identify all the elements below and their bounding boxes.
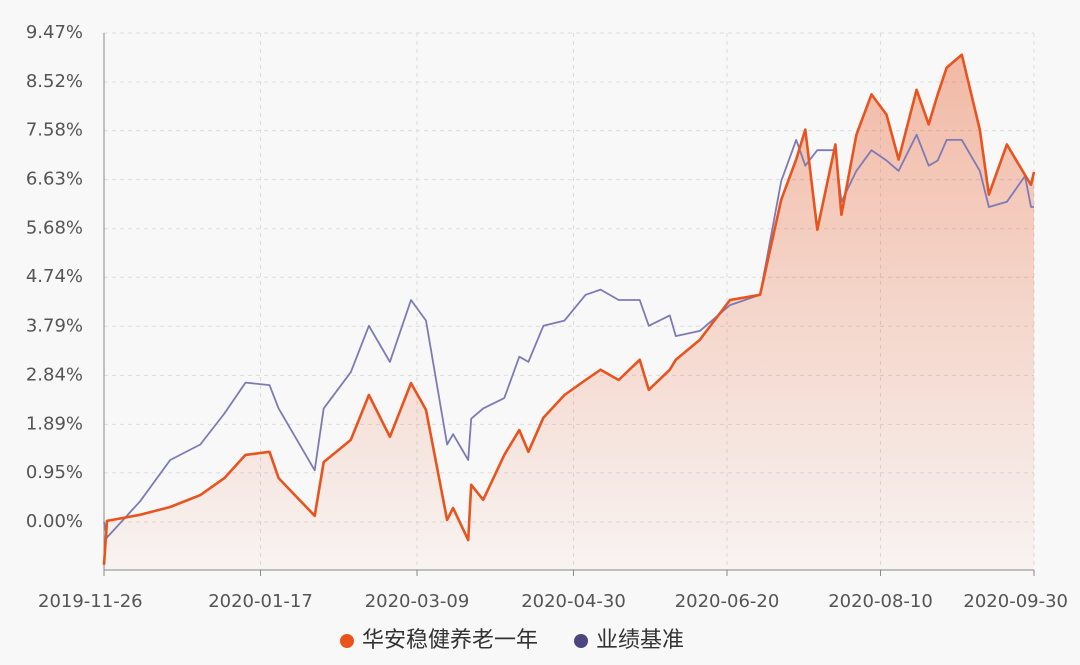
x-tick-label: 2020-06-20 [675,591,780,612]
y-tick-label: 3.79% [26,315,83,336]
area [104,54,1034,570]
y-tick-label: 1.89% [26,413,83,434]
x-tick-label: 2020-01-17 [208,591,313,612]
y-tick-label: 0.95% [26,462,83,483]
y-tick-label: 9.47% [26,22,83,43]
y-tick-label: 0.00% [26,511,83,532]
legend-marker [574,634,589,648]
x-tick-label: 2020-08-10 [828,591,933,612]
y-tick-label: 8.52% [26,71,83,92]
legend-label: 华安稳健养老一年 [362,628,538,653]
line [102,53,1036,565]
y-tick-label: 6.63% [26,169,83,190]
x-tick-label: 2020-09-30 [963,591,1068,612]
legend-marker [340,634,354,648]
y-tick-label: 7.58% [26,120,83,141]
x-tick-label: 2019-11-26 [38,591,143,612]
x-tick-label: 2020-04-30 [521,591,626,612]
y-tick-label: 5.68% [26,218,83,239]
y-tick-label: 4.74% [26,266,83,287]
legend-label: 业绩基准 [596,628,684,653]
y-tick-label: 2.84% [26,364,83,385]
x-tick-label: 2020-03-09 [365,591,470,612]
line [103,133,1034,539]
